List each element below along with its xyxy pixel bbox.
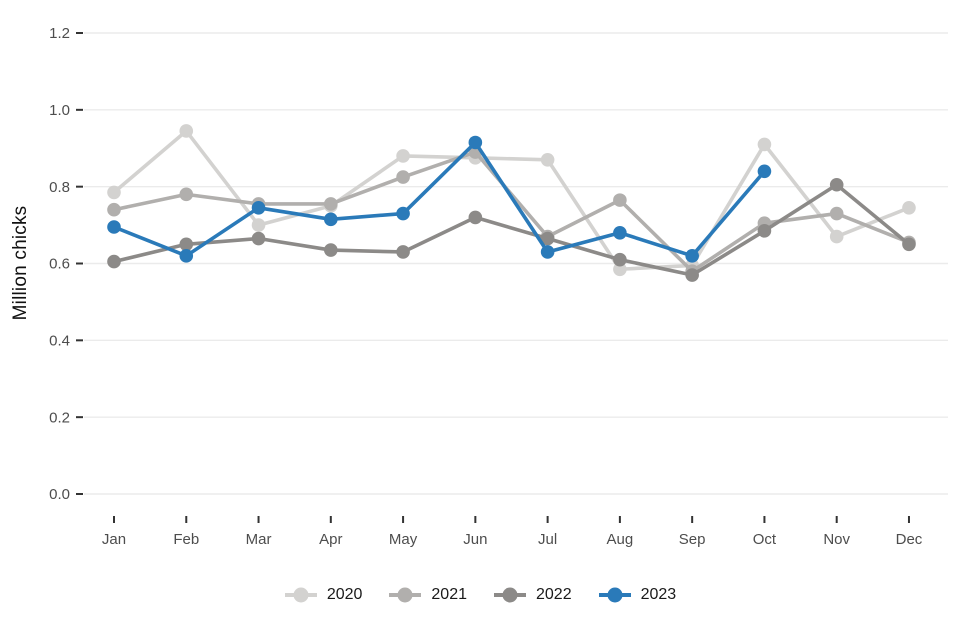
series-line-2021 (112, 150, 911, 273)
point-2023-Jul (540, 245, 555, 259)
y-tick-label: 0.6 (49, 256, 70, 273)
series-line-2022 (112, 182, 911, 277)
point-2022-Apr (324, 243, 338, 257)
point-2022-Mar (251, 231, 266, 246)
point-2022-Sep (685, 268, 699, 282)
x-tick-label: Aug (607, 531, 634, 548)
point-2022-Aug (613, 252, 627, 267)
point-2020-Mar (251, 218, 266, 232)
legend-label: 2021 (431, 586, 467, 603)
point-2020-Dec (902, 200, 916, 215)
point-2023-Sep (685, 249, 699, 263)
point-2023-Feb (179, 249, 194, 263)
point-2023-Jan (107, 220, 121, 234)
point-2021-Apr (324, 197, 338, 211)
legend-item-2023: 2023 (598, 586, 677, 604)
point-2021-Nov (829, 206, 844, 221)
y-axis-title: Million chicks (10, 205, 31, 321)
legend-item-2022: 2022 (493, 586, 572, 604)
legend-label: 2023 (640, 586, 677, 603)
legend-key-dot (502, 587, 518, 603)
x-tick-label: Oct (753, 531, 777, 548)
point-2020-Oct (757, 137, 772, 152)
point-2022-Dec (902, 237, 916, 252)
x-tick-label: Sep (679, 531, 706, 548)
x-tick-label: Nov (823, 531, 850, 548)
point-2021-Feb (179, 187, 194, 202)
x-tick-label: Jun (463, 531, 487, 548)
point-2022-Jul (540, 231, 555, 246)
x-tick-label: Jan (102, 531, 126, 548)
legend-key-dot (397, 587, 413, 603)
y-tick-label: 1.0 (49, 102, 70, 119)
point-2022-May (396, 245, 410, 259)
legend-key-icon (598, 587, 631, 603)
chart-legend: 2020 2021 2022 2023 (0, 586, 960, 604)
legend-key-icon (284, 587, 317, 603)
y-tick-label: 0.8 (49, 179, 70, 196)
series-line-2023 (112, 140, 767, 258)
point-2020-May (396, 149, 410, 163)
legend-label: 2022 (536, 586, 572, 603)
legend-item-2020: 2020 (284, 586, 363, 604)
x-tick-label: May (389, 531, 418, 548)
point-2020-Nov (829, 229, 844, 244)
point-2022-Feb (179, 237, 194, 252)
point-2023-Aug (613, 225, 627, 240)
x-tick-label: Jul (538, 531, 557, 548)
point-2020-Jul (540, 152, 555, 167)
x-tick-label: Mar (246, 531, 272, 548)
x-tick-label: Dec (896, 531, 923, 548)
point-2023-Jun (468, 135, 483, 150)
y-tick-label: 0.4 (49, 333, 70, 350)
point-2023-Apr (324, 212, 338, 227)
legend-key-dot (293, 587, 309, 603)
x-tick-label: Apr (319, 531, 342, 548)
y-tick-label: 0.0 (49, 486, 70, 503)
point-2022-Oct (757, 224, 772, 238)
legend-key-dot (607, 587, 623, 603)
point-2023-May (396, 206, 410, 221)
point-2020-Feb (179, 124, 194, 138)
point-2022-Jan (107, 254, 121, 269)
legend-key-icon (494, 587, 526, 603)
point-2022-Jun (468, 210, 483, 225)
point-2021-Jan (107, 202, 121, 217)
point-2022-Nov (829, 177, 844, 192)
legend-label: 2020 (326, 586, 363, 603)
point-2020-Aug (613, 262, 627, 277)
chart-svg: 0.0 0.2 0.4 0.6 0.8 1.0 1.2 Jan Feb Mar Apr May Jun J… (49, 25, 948, 548)
point-2023-Mar (251, 200, 266, 215)
legend-key-icon (389, 587, 422, 603)
series-line-2020 (112, 129, 911, 272)
point-2021-May (396, 170, 410, 184)
point-2023-Oct (757, 164, 772, 179)
y-tick-label: 1.2 (49, 25, 70, 42)
point-2021-Aug (613, 193, 627, 207)
x-tick-label: Feb (173, 531, 199, 548)
y-tick-label: 0.2 (49, 409, 70, 426)
point-2020-Jan (107, 185, 121, 200)
legend-item-2021: 2021 (388, 586, 467, 604)
